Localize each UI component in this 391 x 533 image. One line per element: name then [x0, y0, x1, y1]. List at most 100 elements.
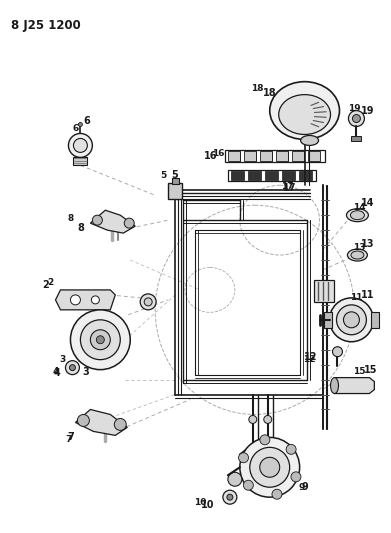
- Circle shape: [291, 472, 301, 482]
- Text: 15: 15: [353, 367, 366, 376]
- Text: 5: 5: [160, 171, 166, 180]
- Text: 2: 2: [47, 278, 54, 287]
- Text: 4: 4: [54, 368, 61, 377]
- Text: 17: 17: [283, 183, 296, 193]
- Circle shape: [70, 295, 81, 305]
- Text: 17: 17: [282, 182, 294, 191]
- Circle shape: [228, 472, 242, 486]
- Text: 18: 18: [263, 87, 276, 98]
- Circle shape: [348, 110, 364, 126]
- Bar: [244, 151, 256, 161]
- Ellipse shape: [348, 249, 368, 261]
- Circle shape: [343, 312, 359, 328]
- Bar: [74, 157, 87, 165]
- Text: 19: 19: [361, 106, 375, 116]
- Text: 9: 9: [298, 483, 305, 492]
- Bar: [260, 151, 272, 161]
- Bar: [231, 171, 244, 180]
- Text: 10: 10: [201, 500, 215, 510]
- Text: 12: 12: [304, 352, 317, 362]
- Circle shape: [286, 445, 296, 454]
- Bar: [172, 179, 179, 184]
- Text: 19: 19: [348, 104, 361, 113]
- Circle shape: [91, 296, 99, 304]
- Bar: [225, 150, 325, 163]
- Bar: [265, 171, 278, 180]
- Circle shape: [227, 494, 233, 500]
- Text: 8: 8: [77, 223, 84, 233]
- Text: 6: 6: [72, 124, 79, 133]
- Circle shape: [240, 438, 300, 497]
- Circle shape: [337, 305, 366, 335]
- Circle shape: [250, 447, 290, 487]
- Circle shape: [81, 320, 120, 360]
- Bar: [371, 312, 379, 328]
- Polygon shape: [75, 409, 127, 435]
- Text: 8: 8: [67, 214, 74, 223]
- Circle shape: [264, 415, 272, 423]
- Circle shape: [92, 215, 102, 225]
- Polygon shape: [56, 290, 115, 310]
- Ellipse shape: [330, 377, 339, 393]
- Text: 16: 16: [204, 151, 218, 161]
- Text: 14: 14: [353, 203, 366, 212]
- Bar: [276, 151, 288, 161]
- Text: 11: 11: [361, 290, 375, 300]
- Bar: [292, 151, 304, 161]
- Circle shape: [65, 361, 79, 375]
- Text: 15: 15: [364, 365, 378, 375]
- Circle shape: [70, 310, 130, 369]
- Circle shape: [249, 415, 257, 423]
- Text: 10: 10: [194, 498, 206, 507]
- Ellipse shape: [346, 209, 368, 222]
- Text: 13: 13: [353, 243, 366, 252]
- Circle shape: [330, 298, 373, 342]
- Text: 11: 11: [350, 293, 363, 302]
- Circle shape: [272, 489, 282, 499]
- Circle shape: [144, 298, 152, 306]
- Circle shape: [68, 133, 92, 157]
- Ellipse shape: [270, 82, 339, 140]
- Circle shape: [77, 415, 90, 426]
- Circle shape: [96, 336, 104, 344]
- Bar: [95, 308, 105, 314]
- Text: 2: 2: [42, 280, 48, 290]
- Circle shape: [260, 435, 270, 445]
- Ellipse shape: [350, 211, 364, 220]
- Circle shape: [352, 115, 361, 123]
- Circle shape: [114, 418, 126, 431]
- Circle shape: [260, 457, 280, 477]
- Bar: [314, 280, 334, 302]
- Ellipse shape: [351, 251, 364, 259]
- Circle shape: [70, 365, 75, 370]
- Ellipse shape: [301, 135, 319, 146]
- Text: 8 J25 1200: 8 J25 1200: [11, 19, 81, 32]
- Text: 4: 4: [52, 367, 59, 376]
- Circle shape: [79, 123, 83, 126]
- Text: 5: 5: [172, 171, 178, 180]
- Polygon shape: [90, 210, 135, 233]
- Text: 7: 7: [68, 432, 74, 442]
- Bar: [282, 171, 295, 180]
- Circle shape: [90, 330, 110, 350]
- Bar: [299, 171, 312, 180]
- Circle shape: [223, 490, 237, 504]
- Text: 3: 3: [83, 367, 89, 377]
- Bar: [228, 171, 316, 181]
- Text: 12: 12: [303, 355, 316, 364]
- Bar: [248, 171, 261, 180]
- Circle shape: [74, 139, 87, 152]
- Text: 3: 3: [59, 355, 66, 364]
- Circle shape: [140, 294, 156, 310]
- Text: 14: 14: [361, 198, 375, 208]
- Bar: [323, 312, 332, 328]
- Bar: [168, 183, 182, 199]
- Circle shape: [124, 218, 134, 228]
- Text: 13: 13: [361, 239, 375, 249]
- Circle shape: [332, 346, 343, 357]
- Text: 9: 9: [301, 482, 308, 492]
- Text: 16: 16: [212, 149, 224, 158]
- Text: 7: 7: [65, 435, 72, 444]
- Bar: [352, 136, 361, 141]
- Bar: [308, 151, 319, 161]
